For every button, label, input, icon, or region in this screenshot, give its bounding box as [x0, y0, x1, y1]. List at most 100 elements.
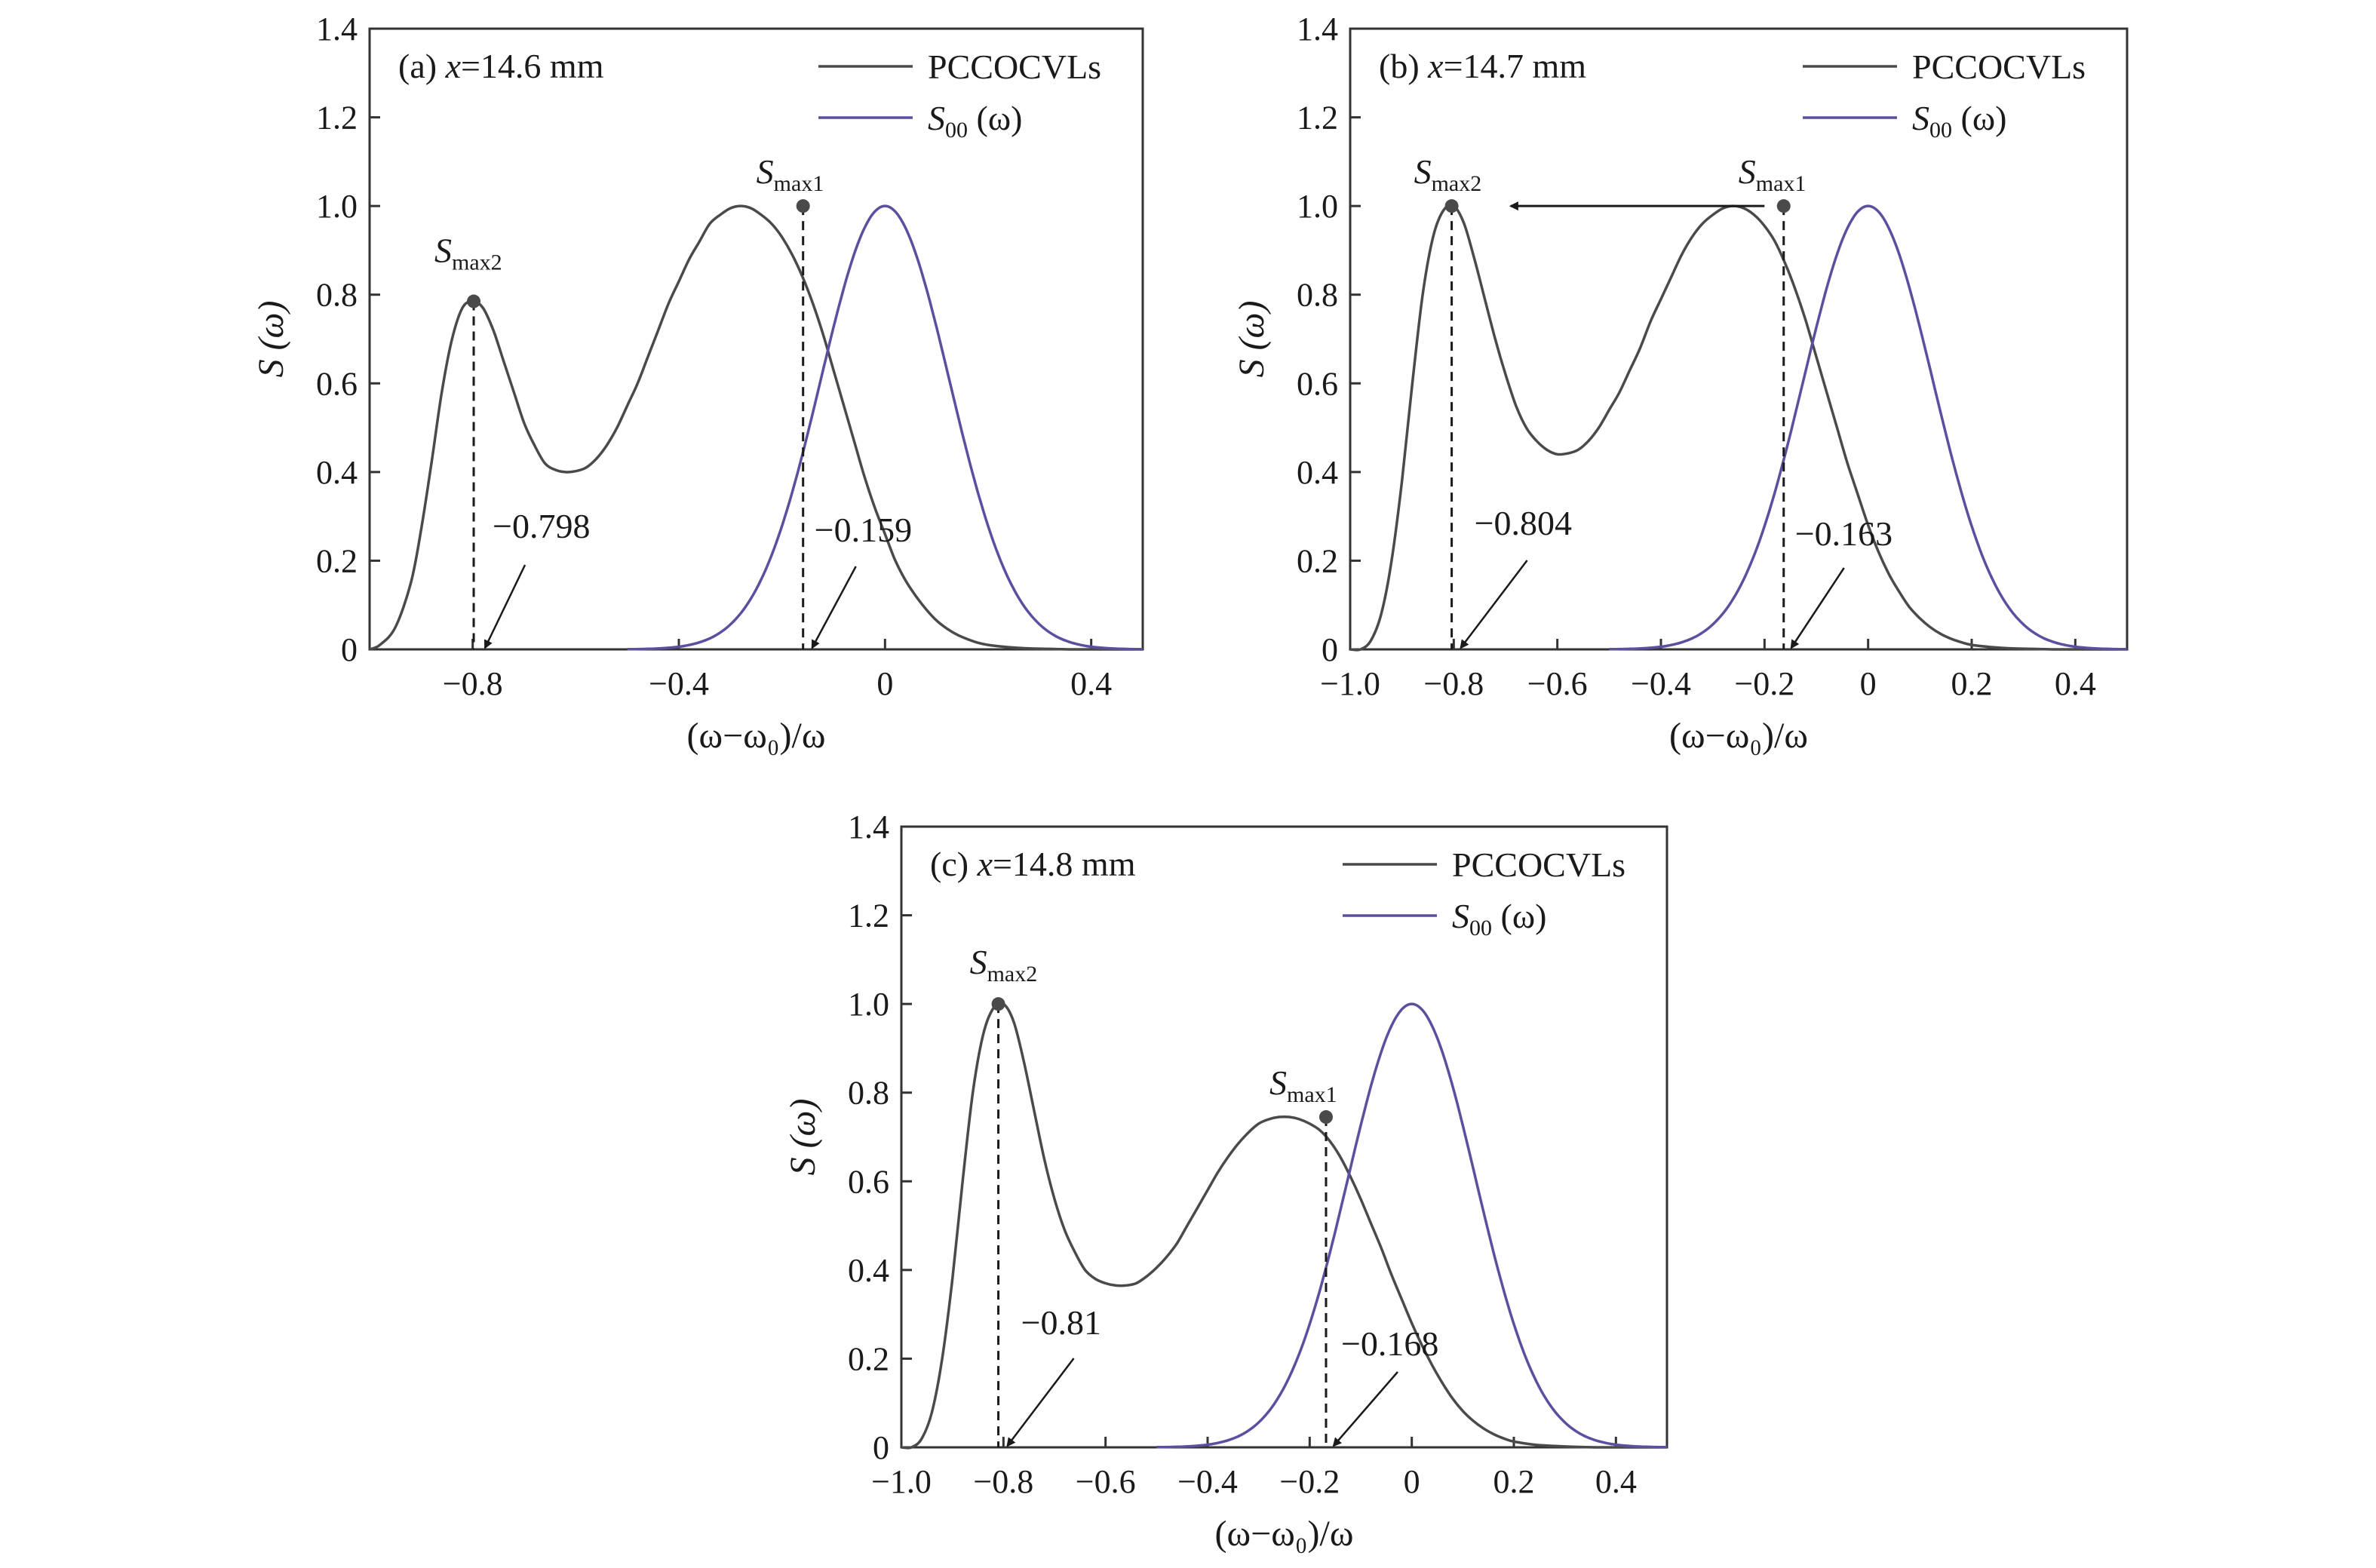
- y-tick-label: 0.2: [848, 1340, 889, 1377]
- x-tick-label: 0.4: [2055, 665, 2096, 702]
- panel-label-letter: (a): [398, 47, 446, 85]
- chart-panel-c: 0 0.2 0.4 0.6 0.8 1.0 1.2 1.4 −1.0 −0.8 −0.6 −0.4 −0…: [783, 809, 1668, 1554]
- y-tick-label: 0.4: [1297, 454, 1338, 491]
- peak-label: Smax2: [970, 943, 1038, 987]
- peak-label-sub: max2: [1432, 171, 1482, 196]
- series-line-s00: [627, 204, 1143, 651]
- peak-marker: [1318, 1110, 1333, 1125]
- panel-label: (c) x=14.8 mm: [930, 845, 1136, 883]
- peak-label-main: S: [434, 232, 452, 270]
- peak-label-sub: max2: [987, 962, 1038, 987]
- y-tick-label: 1.0: [1297, 188, 1338, 225]
- legend-label: S00 (ω): [928, 99, 1022, 143]
- x-tick-label: 0.2: [1493, 1463, 1535, 1500]
- plot-frame: [1349, 27, 2129, 651]
- peak-value-arrow: [1460, 560, 1528, 649]
- y-tick-label: 0.2: [1297, 542, 1338, 579]
- legend-label-sub: 00: [1469, 916, 1492, 940]
- x-tick-label: −0.8: [973, 1463, 1033, 1500]
- y-tick-label: 1.0: [848, 986, 889, 1023]
- y-axis-title: S (ω): [783, 1099, 823, 1176]
- peak-value-label: −0.804: [1475, 504, 1572, 542]
- peak-value-label: −0.163: [1795, 514, 1893, 553]
- legend-label: S00 (ω): [1452, 897, 1546, 940]
- series-line-pccocvls: [1349, 204, 2127, 652]
- x-tick-label: 0.4: [1070, 665, 1112, 702]
- peak-label: Smax1: [1739, 152, 1807, 196]
- chart-panel-b: 0 0.2 0.4 0.6 0.8 1.0 1.2 1.4 −1.0 −0.8 −0.6 −0.4 −0…: [1232, 11, 2129, 756]
- legend-label-main: S: [928, 99, 945, 137]
- x-tick-label: −0.4: [649, 665, 709, 702]
- y-tick-label: 0: [1322, 631, 1338, 668]
- panel-label-var: x: [977, 845, 993, 883]
- x-axis-title: (ω−ω₀)/ω: [687, 716, 826, 756]
- y-tick-label: 0.6: [1297, 365, 1338, 402]
- y-axis-title: S (ω): [251, 301, 291, 378]
- legend-label: PCCOCVLs: [928, 48, 1101, 86]
- legend-label-sub: 00: [1929, 118, 1952, 143]
- peak-label-main: S: [1739, 152, 1756, 191]
- y-tick-label: 1.2: [316, 100, 358, 137]
- peak-value-arrow: [1790, 567, 1845, 649]
- panel-label-var: x: [1427, 47, 1444, 85]
- peak-marker: [991, 997, 1005, 1011]
- y-tick-label: 1.0: [316, 188, 358, 225]
- plot-frame: [368, 27, 1144, 651]
- y-tick-label: 0: [341, 631, 358, 668]
- y-tick-label: 0.4: [316, 454, 358, 491]
- y-tick-label: 1.4: [848, 809, 889, 845]
- peak-value-label: −0.168: [1341, 1324, 1438, 1363]
- x-axis-title: (ω−ω₀)/ω: [1215, 1514, 1354, 1554]
- x-tick-label: −1.0: [1320, 665, 1380, 702]
- legend-label-tail: (ω): [1492, 897, 1546, 935]
- peak-value-arrow: [811, 566, 857, 649]
- y-tick-label: 0.6: [848, 1163, 889, 1200]
- peak-label-main: S: [970, 943, 987, 981]
- series-line-s00: [1156, 1002, 1668, 1449]
- y-tick-label: 0.2: [316, 542, 358, 579]
- x-tick-label: −0.6: [1076, 1463, 1136, 1500]
- y-tick-label: 0.8: [848, 1075, 889, 1112]
- panel-label-value: =14.8 mm: [993, 845, 1136, 883]
- panel-label-letter: (b): [1379, 47, 1428, 85]
- peak-value-label: −0.798: [493, 507, 590, 545]
- x-tick-label: −0.2: [1279, 1463, 1340, 1500]
- y-tick-label: 0.8: [1297, 277, 1338, 314]
- legend-label-sub: 00: [945, 118, 968, 143]
- peak-label-main: S: [1414, 152, 1432, 191]
- x-axis-title: (ω−ω₀)/ω: [1669, 716, 1808, 756]
- legend-label: S00 (ω): [1912, 99, 2006, 143]
- x-tick-label: −0.6: [1527, 665, 1588, 702]
- legend-label: PCCOCVLs: [1452, 845, 1625, 884]
- peak-marker: [467, 294, 481, 308]
- legend-label: PCCOCVLs: [1912, 48, 2086, 86]
- y-tick-label: 1.2: [1297, 100, 1338, 137]
- legend-label-tail: (ω): [1952, 99, 2006, 137]
- peak-value-arrow: [483, 564, 526, 649]
- x-tick-label: 0: [876, 665, 893, 702]
- y-axis-title: S (ω): [1232, 301, 1272, 378]
- chart-panel-a: 0 0.2 0.4 0.6 0.8 1.0 1.2 1.4 −0.8 −0.4 0 0.4 (ω−ω₀)…: [251, 11, 1144, 756]
- y-tick-label: 1.4: [316, 11, 358, 48]
- peak-label: Smax1: [1269, 1063, 1337, 1107]
- panel-label-letter: (c): [930, 845, 978, 883]
- panel-label: (b) x=14.7 mm: [1379, 47, 1586, 85]
- x-tick-label: 0: [1404, 1463, 1420, 1500]
- y-tick-label: 0.6: [316, 365, 358, 402]
- peak-value-label: −0.159: [815, 511, 912, 549]
- x-tick-label: 0.2: [1951, 665, 1993, 702]
- x-tick-label: −0.4: [1631, 665, 1691, 702]
- legend-label-tail: (ω): [968, 99, 1022, 137]
- x-tick-label: 0: [1860, 665, 1877, 702]
- panel-label-var: x: [445, 47, 462, 85]
- peak-label-sub: max1: [1756, 171, 1807, 196]
- panel-label-value: =14.7 mm: [1444, 47, 1587, 85]
- peak-marker: [796, 199, 810, 213]
- peak-value-arrow: [1006, 1358, 1075, 1447]
- panel-label: (a) x=14.6 mm: [398, 47, 604, 85]
- y-tick-label: 1.4: [1297, 11, 1338, 48]
- x-tick-label: −0.2: [1734, 665, 1794, 702]
- y-tick-label: 0.8: [316, 277, 358, 314]
- legend-label-main: S: [1912, 99, 1929, 137]
